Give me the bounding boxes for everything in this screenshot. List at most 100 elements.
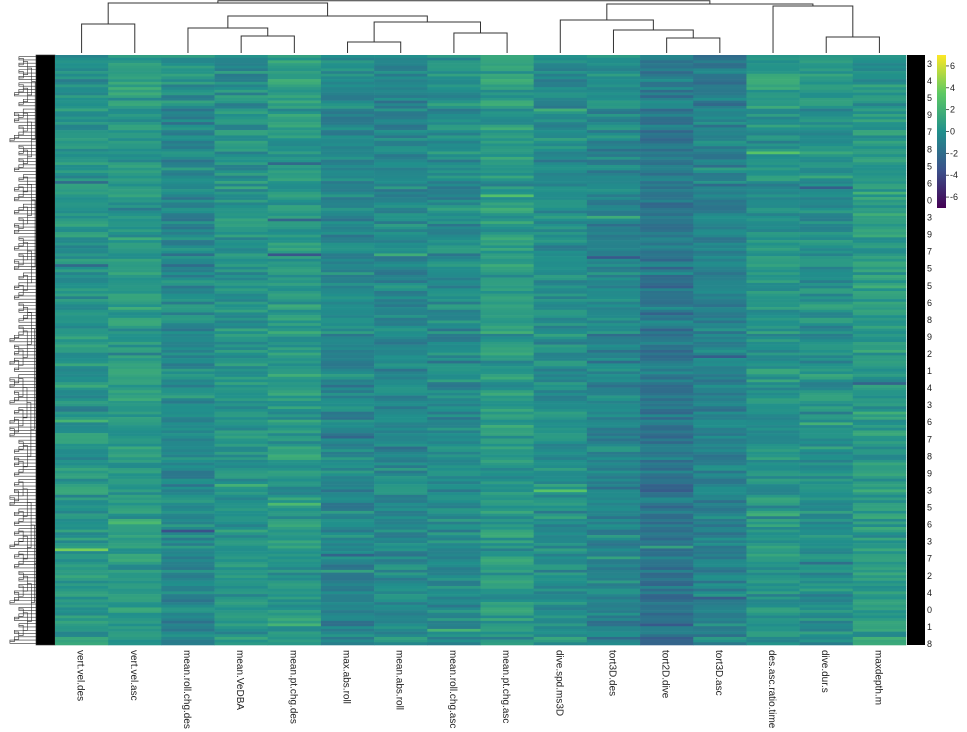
heatmap-cell [108,387,162,391]
heatmap-cell [267,559,322,563]
heatmap-cell [693,615,747,619]
heatmap-cell [108,577,162,581]
column-label: dive.spd.ms3D [553,650,564,716]
heatmap-cell [55,489,109,493]
heatmap-cell [108,282,162,286]
heatmap-cell [427,119,481,123]
heatmap-cell [427,586,481,589]
heatmap-cell [640,379,694,383]
heatmap-cell [746,620,800,624]
heatmap-cell [374,430,428,434]
heatmap-cell [214,465,269,469]
heatmap-cell [852,409,907,412]
heatmap-cell [586,430,641,434]
heatmap-cell [108,599,162,603]
heatmap-cell [161,594,215,598]
dendrogram-link [14,457,20,466]
heatmap-cell [55,481,109,485]
heatmap-cell [533,323,588,327]
heatmap-cell [267,186,322,190]
heatmap-cell [586,60,641,64]
heatmap-cell [533,387,588,391]
heatmap-cell [214,462,269,466]
heatmap-cell [214,556,269,560]
heatmap-cell [533,636,588,640]
heatmap-cell [267,446,322,450]
heatmap-cell [320,567,375,571]
heatmap-cell [852,205,907,209]
heatmap-cell [108,586,162,589]
heatmap-cell [480,510,534,514]
heatmap-cell [799,478,854,482]
heatmap-cell [586,626,641,630]
heatmap-cell [640,245,694,249]
heatmap-cell [799,430,854,434]
heatmap-cell [427,285,481,289]
heatmap-cell [55,285,109,289]
heatmap-cell [586,559,641,563]
heatmap-cell [799,425,854,429]
heatmap-cell [214,494,269,498]
heatmap-cell [320,484,375,488]
heatmap-cell [161,427,215,431]
heatmap-cell [852,105,907,109]
heatmap-cell [374,173,428,176]
heatmap-cell [746,339,800,343]
heatmap-cell [480,395,534,399]
heatmap-cell [533,79,588,83]
heatmap-cell [320,57,375,61]
heatmap-cell [693,473,747,477]
heatmap-cell [799,500,854,504]
heatmap-cell [693,124,747,128]
heatmap-cell [640,71,694,75]
heatmap-cell [693,333,747,337]
heatmap-cell [267,65,322,69]
heatmap-cell [161,65,215,69]
heatmap-cell [214,607,269,611]
heatmap-cell [108,521,162,525]
heatmap-cell [214,572,269,576]
heatmap-cell [533,419,588,423]
heatmap-cell [586,218,641,222]
heatmap-cell [161,610,215,614]
heatmap-cell [586,366,641,370]
heatmap-cell [214,57,269,61]
heatmap-cell [320,486,375,490]
heatmap-cell [746,266,800,270]
heatmap-cell [214,232,269,235]
heatmap-cell [427,486,481,490]
heatmap-cell [640,293,694,297]
heatmap-cell [161,505,215,509]
heatmap-cell [108,68,162,72]
heatmap-cell [374,497,428,501]
heatmap-cell [427,269,481,273]
heatmap-cell [799,293,854,297]
heatmap-cell [533,502,588,506]
heatmap-cell [480,84,534,88]
heatmap-cell [640,425,694,429]
heatmap-cell [161,205,215,209]
heatmap-cell [480,164,534,168]
heatmap-cell [693,548,747,552]
heatmap-cell [852,642,907,646]
heatmap-cell [374,57,428,61]
heatmap-cell [480,529,534,533]
heatmap-cell [799,213,854,217]
heatmap-cell [161,264,215,268]
heatmap-cell [427,256,481,260]
heatmap-cell [746,73,800,77]
heatmap-cell [320,350,375,353]
heatmap-cell [586,427,641,431]
heatmap-cell [586,250,641,254]
heatmap-cell [427,122,481,126]
heatmap-cell [640,527,694,530]
heatmap-cell [852,296,907,300]
heatmap-cell [108,341,162,345]
heatmap-cell [586,100,641,104]
heatmap-cell [586,76,641,80]
heatmap-cell [108,333,162,337]
heatmap-cell [374,111,428,115]
heatmap-cell [480,245,534,249]
heatmap-cell [214,331,269,335]
heatmap-cell [799,476,854,480]
